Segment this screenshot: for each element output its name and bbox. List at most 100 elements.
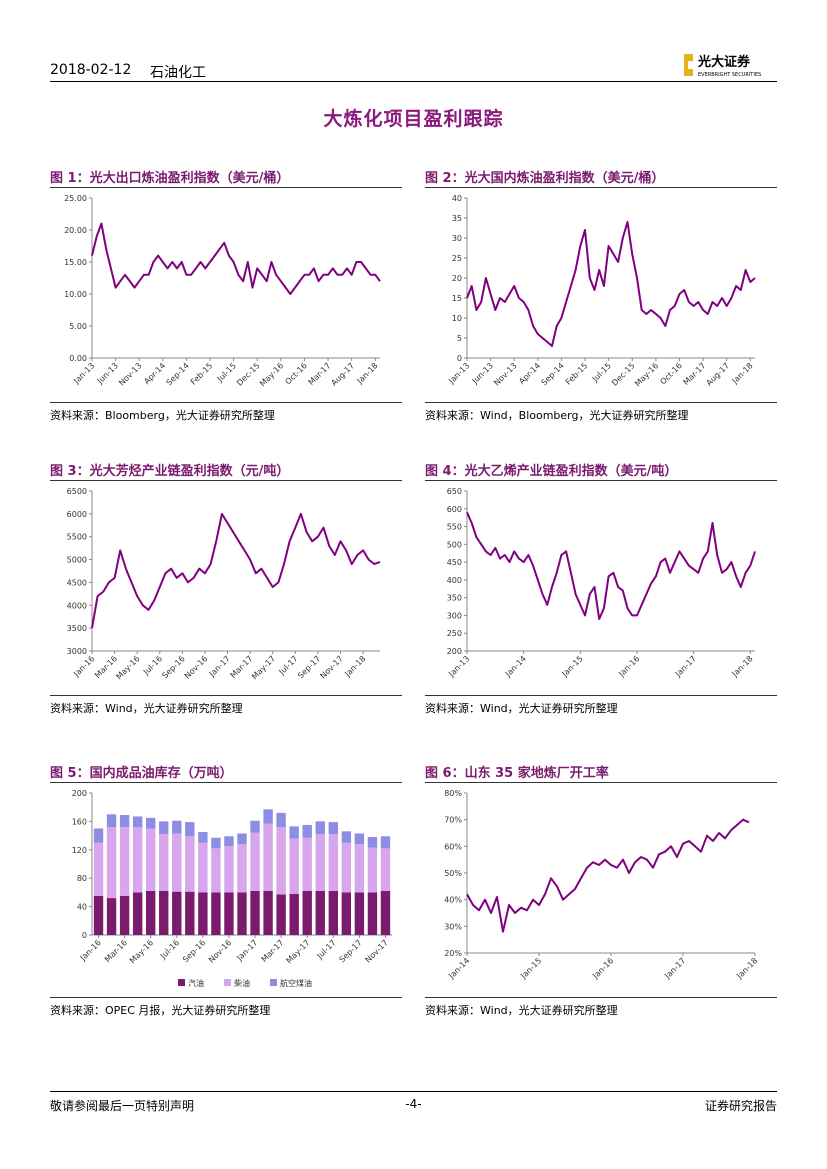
bar-segment (315, 890, 325, 935)
y-tick-label: 15.00 (64, 258, 87, 267)
x-tick-label: Jan-13 (446, 361, 471, 386)
x-tick-label: Jul-16 (158, 938, 181, 961)
bar-segment (211, 848, 221, 893)
y-tick-label: 20% (444, 949, 462, 958)
y-tick-label: 20 (452, 274, 462, 283)
bar-segment (315, 821, 325, 835)
bar-segment (276, 894, 286, 935)
y-tick-label: 0 (82, 931, 87, 940)
figure-caption: 图 2：光大国内炼油盈利指数（美元/桶） (425, 167, 777, 188)
figure-caption: 图 6：山东 35 家地炼厂开工率 (425, 762, 777, 783)
bar-segment (380, 848, 391, 891)
x-tick-label: Jan-18 (730, 654, 755, 679)
page-number: -4- (405, 1097, 422, 1111)
bar-segment (93, 842, 104, 896)
x-tick-label: Jan-13 (446, 654, 471, 679)
x-tick-label: Nov-17 (363, 938, 389, 964)
bar-segment (380, 836, 391, 849)
bar-segment (224, 892, 234, 935)
legend-label: 汽油 (188, 978, 204, 988)
legend-swatch (224, 979, 231, 986)
x-tick-label: May-16 (128, 938, 155, 965)
bar-segment (328, 834, 338, 891)
y-tick-label: 400 (447, 576, 462, 585)
logo: 光大证券 EVERBRIGHT SECURITIES (684, 54, 761, 78)
bar-segment (276, 812, 286, 828)
y-tick-label: 0.00 (69, 354, 87, 363)
x-tick-label: Sep-17 (338, 938, 364, 964)
data-line (91, 222, 381, 295)
x-tick-label: Sep-16 (181, 938, 207, 964)
y-tick-label: 5000 (67, 556, 87, 565)
x-tick-label: Dec-15 (610, 361, 637, 388)
bar-segment (289, 893, 299, 935)
bar-segment (302, 837, 312, 891)
footer-disclaimer: 敬请参阅最后一页特别声明 (50, 1099, 195, 1113)
x-tick-label: Nov-17 (318, 654, 344, 680)
y-tick-label: 80 (77, 874, 87, 883)
figure-caption: 图 1：光大出口炼油盈利指数（美元/桶） (50, 167, 402, 188)
figure-source: 资料来源：Wind，光大证券研究所整理 (50, 695, 402, 716)
bar-segment (119, 815, 130, 828)
x-tick-label: Jan-17 (234, 938, 259, 963)
x-tick-label: Jan-13 (71, 361, 96, 386)
x-tick-label: Apr-14 (142, 361, 167, 386)
x-tick-label: Sep-14 (540, 361, 566, 387)
bar-segment (159, 821, 169, 835)
figure: 图 2：光大国内炼油盈利指数（美元/桶） 0 5 10 15 20 25 30 35 40 Jan… (425, 167, 777, 423)
figure: 图 1：光大出口炼油盈利指数（美元/桶） 0.00 5.00 10.00 15.00 2… (50, 167, 402, 423)
figure-source: 资料来源：Bloomberg，光大证券研究所整理 (50, 402, 402, 423)
x-tick-label: May-16 (633, 361, 660, 388)
y-tick-label: 10.00 (64, 290, 87, 299)
footer-rule (50, 1091, 777, 1092)
bar-segment (250, 820, 260, 833)
bar-segment (224, 836, 234, 847)
y-tick-label: 10 (452, 314, 462, 323)
figure-source: 资料来源：Wind，光大证券研究所整理 (425, 997, 777, 1018)
y-tick-label: 500 (447, 540, 462, 549)
bar-segment (250, 832, 260, 891)
y-tick-label: 4000 (67, 601, 87, 610)
bar-segment (302, 824, 312, 838)
x-tick-label: Sep-17 (296, 654, 322, 680)
legend-label: 柴油 (234, 978, 250, 988)
x-tick-label: May-16 (258, 361, 285, 388)
x-tick-label: Apr-14 (517, 361, 542, 386)
bar-segment (289, 838, 299, 894)
x-tick-label: Jan-15 (518, 956, 543, 981)
data-line (466, 221, 756, 347)
bar-segment (341, 842, 352, 893)
bar-segment (263, 890, 273, 935)
bar-segment (119, 895, 130, 935)
figure-caption: 图 5：国内成品油库存（万吨） (50, 762, 402, 783)
bar-segment (185, 822, 195, 837)
legend-swatch (270, 979, 277, 986)
x-tick-label: Jan-17 (673, 654, 698, 679)
x-tick-label: Jan-16 (78, 938, 103, 963)
y-tick-label: 20.00 (64, 226, 87, 235)
chart: 20% 30% 40% 50% 60% 70% 80% Jan-14 Jan-15 Jan-16 J… (444, 789, 759, 981)
bar-segment (198, 892, 208, 935)
x-tick-label: Jan-15 (560, 654, 585, 679)
figure: 图 4：光大乙烯产业链盈利指数（美元/吨） 200 250 300 350 400 450… (425, 460, 777, 716)
bar-segment (380, 890, 391, 935)
bar-segment (119, 827, 130, 896)
x-tick-label: Mar-17 (260, 938, 286, 964)
y-tick-label: 40% (444, 896, 462, 905)
bar-segment (132, 892, 143, 935)
figure: 图 5：国内成品油库存（万吨） 0 40 80 120 160 200 Jan-16 Mar-… (50, 762, 402, 1018)
page-title: 大炼化项目盈利跟踪 (323, 108, 504, 130)
chart: 3000 3500 4000 4500 5000 5500 6000 6500 Jan-16 Ma… (67, 487, 381, 681)
chart: 200 250 300 350 400 450 500 550 600 650 Jan-13 Jan-… (446, 487, 756, 679)
chart: 0 5 10 15 20 25 30 35 40 Jan-13 Jun-13Nov-13Apr-14… (446, 194, 756, 388)
x-tick-label: May-17 (250, 654, 277, 681)
bar-segment (159, 890, 169, 935)
x-tick-label: Jan-18 (730, 361, 755, 386)
bar-segment (302, 890, 312, 935)
bar-segment (106, 898, 117, 935)
bar-segment (211, 837, 221, 849)
bar-segment (367, 847, 378, 893)
bar-segment (198, 842, 208, 893)
